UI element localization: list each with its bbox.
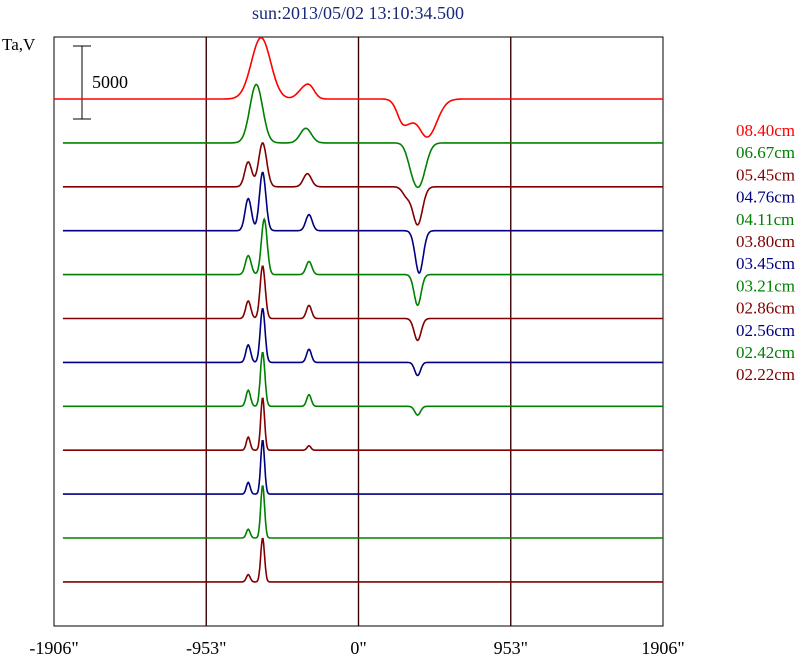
series-line-1 xyxy=(62,83,663,189)
legend-entry-3: 04.76cm xyxy=(736,188,795,207)
x-tick-label-3: 953" xyxy=(494,638,528,658)
series-line-5 xyxy=(62,265,663,342)
y-axis-label: Ta,V xyxy=(2,35,36,54)
legend-entry-10: 02.42cm xyxy=(736,343,795,362)
legend: 08.40cm 06.67cm 05.45cm 04.76cm 04.11cm 03.80… xyxy=(736,121,795,384)
x-tick-label-4: 1906" xyxy=(641,638,684,658)
x-tick-label-1: -953" xyxy=(186,638,226,658)
series-line-11 xyxy=(62,537,663,583)
scale-bar-label: 5000 xyxy=(92,72,128,92)
x-tick-labels: -1906" -953" 0" 953" 1906" xyxy=(29,638,684,658)
series-line-10 xyxy=(62,485,663,539)
series-layer xyxy=(54,36,663,583)
legend-entry-0: 08.40cm xyxy=(736,121,795,140)
series-line-4 xyxy=(62,217,663,307)
series-line-9 xyxy=(62,440,663,495)
legend-entry-6: 03.45cm xyxy=(736,254,795,273)
series-line-3 xyxy=(62,171,663,274)
series-line-7 xyxy=(62,352,663,416)
legend-entry-2: 05.45cm xyxy=(736,165,795,184)
legend-entry-8: 02.86cm xyxy=(736,299,795,318)
x-tick-label-0: -1906" xyxy=(29,638,78,658)
series-line-6 xyxy=(62,308,663,377)
scale-bar: 5000 xyxy=(73,45,128,120)
legend-entry-5: 03.80cm xyxy=(736,232,795,251)
x-tick-label-2: 0" xyxy=(350,638,366,658)
series-line-2 xyxy=(62,142,663,226)
legend-entry-9: 02.56cm xyxy=(736,321,795,340)
vertical-guides xyxy=(205,37,512,626)
legend-entry-4: 04.11cm xyxy=(736,210,794,229)
chart-title: sun:2013/05/02 13:10:34.500 xyxy=(252,3,464,23)
series-line-8 xyxy=(62,397,663,452)
legend-entry-1: 06.67cm xyxy=(736,143,795,162)
legend-entry-11: 02.22cm xyxy=(736,365,795,384)
series-line-0 xyxy=(54,36,663,138)
legend-entry-7: 03.21cm xyxy=(736,276,795,295)
